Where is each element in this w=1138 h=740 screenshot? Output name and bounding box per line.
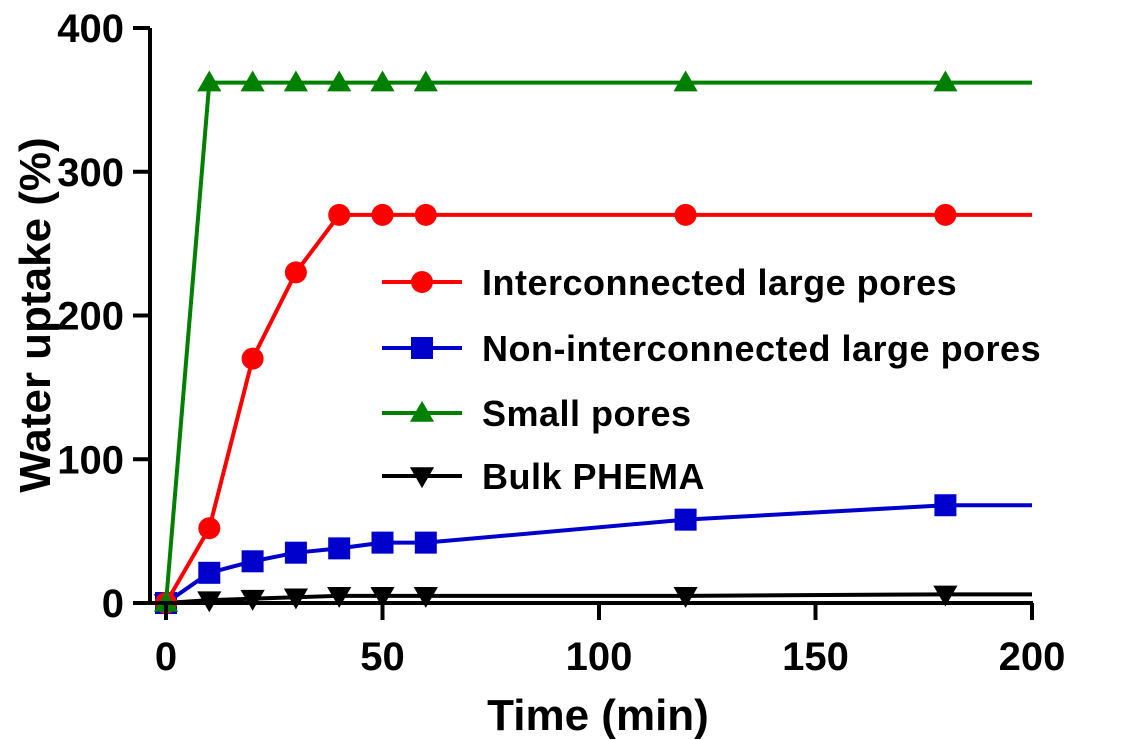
data-point [328, 537, 351, 560]
data-point [934, 203, 957, 226]
data-point [674, 508, 697, 531]
x-tick-label: 50 [360, 635, 405, 679]
legend-item: Bulk PHEMA [382, 456, 705, 497]
data-point [283, 588, 308, 610]
data-point [371, 203, 394, 226]
data-point [284, 261, 307, 284]
y-tick-label: 300 [57, 151, 124, 195]
x-axis-title: Time (min) [487, 691, 709, 740]
data-point [371, 531, 394, 554]
data-point [198, 561, 221, 584]
series-line [164, 212, 1032, 605]
legend-marker [409, 400, 435, 422]
data-point [241, 550, 264, 573]
legend-item: Non-interconnected large pores [382, 328, 1041, 369]
legend-item: Interconnected large pores [382, 262, 957, 303]
x-tick-label: 100 [566, 635, 633, 679]
series-bulk-phema [153, 585, 1032, 616]
y-tick-label: 200 [57, 295, 124, 339]
data-point [413, 587, 438, 608]
x-tick-label: 0 [155, 635, 177, 679]
x-tick-label: 150 [782, 635, 849, 679]
series-interconnected-large-pores [155, 203, 1032, 614]
y-axis-title: Water uptake (%) [11, 137, 60, 492]
data-point [327, 70, 352, 92]
x-tick-label: 200 [999, 635, 1066, 679]
data-point [328, 203, 351, 226]
legend-label: Non-interconnected large pores [482, 328, 1041, 369]
ticks-layer: 0 50 100 150 200 0 100 200 300 400 [57, 7, 1065, 679]
series-line [164, 80, 1032, 604]
data-point [240, 70, 265, 92]
y-tick-label: 100 [57, 438, 124, 482]
data-point [673, 70, 698, 92]
data-point [674, 203, 697, 226]
data-point [284, 541, 307, 564]
data-point [414, 531, 437, 554]
data-point [673, 587, 698, 608]
y-tick-label: 400 [57, 7, 124, 51]
legend-marker [411, 337, 433, 359]
data-point [241, 347, 264, 370]
axes-layer [148, 28, 1033, 605]
data-point [414, 203, 437, 226]
data-point [198, 517, 221, 540]
series-line [165, 592, 1032, 605]
y-tick-label: 0 [102, 582, 124, 626]
data-point [197, 70, 222, 92]
series-line [164, 503, 1032, 605]
legend-label: Small pores [482, 393, 692, 434]
legend-label: Bulk PHEMA [482, 456, 705, 497]
legend-marker [409, 467, 435, 489]
data-point [240, 589, 265, 611]
data-point [370, 70, 395, 92]
data-point [327, 587, 352, 608]
data-point [933, 70, 958, 92]
legend-label: Interconnected large pores [482, 262, 957, 303]
data-point [413, 70, 438, 92]
data-point [370, 587, 395, 608]
data-point [283, 70, 308, 92]
data-point [933, 585, 958, 607]
legend-item: Small pores [382, 393, 692, 434]
data-point [934, 494, 957, 517]
series-small-pores [153, 70, 1032, 612]
legend-marker [411, 271, 433, 293]
legend: Interconnected large pores Non-interconne… [382, 262, 1041, 497]
